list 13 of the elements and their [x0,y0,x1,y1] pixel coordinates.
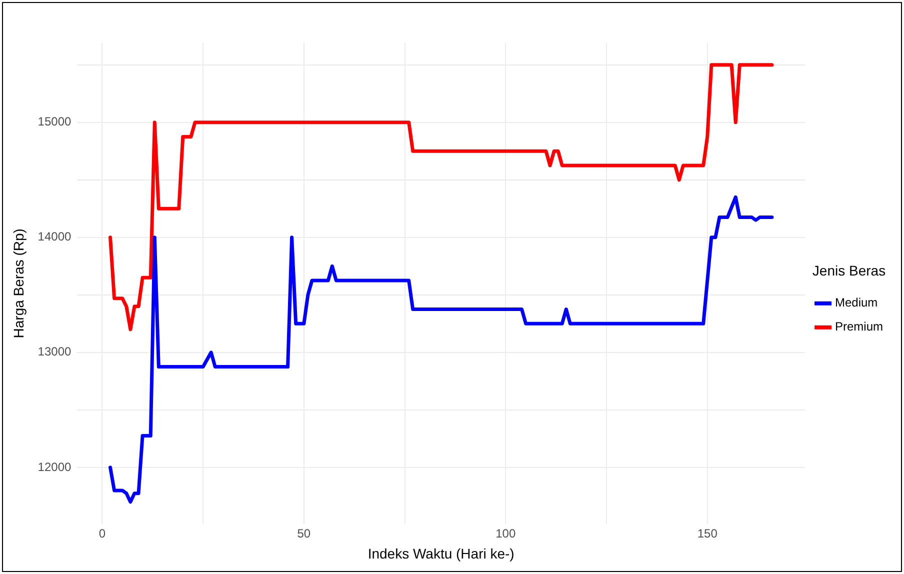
y-axis-title: Harga Beras (Rp) [10,228,26,338]
y-tick-label: 14000 [38,230,72,244]
y-tick-label: 12000 [38,460,72,474]
legend-label: Premium [834,320,884,334]
x-tick-label: 150 [697,526,718,540]
x-tick-label: 50 [297,526,311,540]
legend-title: Jenis Beras [812,262,886,278]
x-axis-title: Indeks Waktu (Hari ke-) [368,545,514,562]
x-tick-label: 0 [98,526,106,540]
legend-label: Medium [834,296,878,310]
y-tick-label: 13000 [38,344,72,359]
x-tick-label: 100 [496,526,516,540]
y-tick-label: 15000 [38,114,72,129]
